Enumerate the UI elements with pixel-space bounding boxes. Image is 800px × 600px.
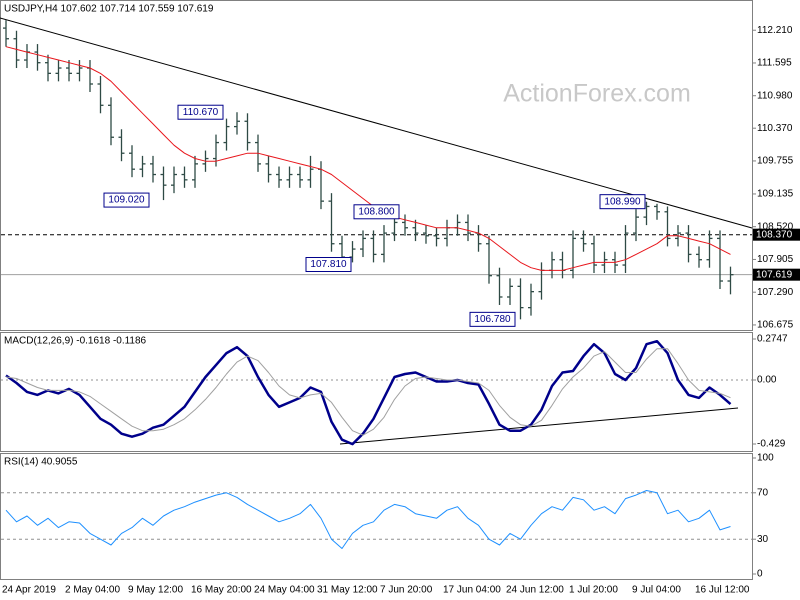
price-title: USDJPY,H4 107.602 107.714 107.559 107.61…	[4, 4, 214, 15]
y-tick-label: 108.520	[757, 221, 794, 232]
annotation-box	[353, 204, 400, 220]
moving-average	[5, 46, 731, 271]
annotation-box	[599, 194, 646, 210]
annotation-label: 106.780	[474, 314, 511, 325]
y-tick-label: 111.595	[757, 58, 792, 69]
macd-pane	[0, 332, 753, 452]
y-tick-label: 109.135	[757, 189, 794, 200]
annotation-label: 107.810	[310, 259, 347, 270]
price-pane	[0, 0, 753, 331]
x-tick-label: 24 May 04:00	[254, 585, 315, 596]
y-tick-label: 70	[757, 487, 769, 498]
annotation-label: 108.990	[604, 196, 641, 207]
annotation-box	[177, 104, 224, 120]
x-tick-label: 24 Jun 12:00	[506, 585, 564, 596]
y-tick-label: 106.675	[757, 320, 794, 331]
y-tick-label: 30	[757, 534, 769, 545]
x-tick-label: 2 May 04:00	[65, 585, 120, 596]
y-tick-label: 0.2747	[757, 334, 788, 345]
macd-trend-line	[339, 407, 739, 445]
annotation-label: 109.020	[108, 195, 145, 206]
x-tick-label: 16 May 20:00	[191, 585, 252, 596]
y-tick-label: 110.980	[757, 90, 793, 101]
y-tick-label: 107.905	[757, 254, 794, 265]
rsi-title: RSI(14) 40.9055	[4, 457, 78, 468]
x-tick-label: 24 Apr 2019	[2, 585, 56, 596]
y-tick-label: 109.755	[757, 156, 794, 167]
x-tick-label: 31 May 12:00	[317, 585, 378, 596]
indicator-line	[5, 490, 731, 549]
rsi-pane	[0, 453, 753, 580]
annotation-box	[469, 311, 516, 327]
level-label: 108.370	[756, 229, 793, 240]
y-tick-label: 0.00	[757, 375, 777, 386]
last-price-box	[753, 268, 800, 281]
y-tick-label: 100	[757, 453, 774, 464]
level-label-box	[753, 228, 800, 241]
annotation-label: 110.670	[183, 107, 219, 118]
x-tick-label: 9 May 12:00	[128, 585, 183, 596]
y-tick-label: 110.370	[757, 123, 793, 134]
y-tick-label: 0	[757, 569, 763, 580]
x-tick-label: 16 Jul 12:00	[695, 585, 750, 596]
x-tick-label: 7 Jun 20:00	[380, 585, 433, 596]
x-tick-label: 9 Jul 04:00	[632, 585, 681, 596]
watermark: ActionForex.com	[503, 80, 691, 108]
y-tick-label: 107.290	[757, 287, 794, 298]
trend-line	[0, 17, 753, 229]
y-tick-label: -0.429	[757, 439, 786, 450]
x-tick-label: 1 Jul 20:00	[569, 585, 618, 596]
annotation-label: 108.800	[358, 206, 395, 217]
x-tick-label: 17 Jun 04:00	[443, 585, 501, 596]
macd-title: MACD(12,26,9) -0.1618 -0.1186	[4, 336, 147, 347]
indicator-line	[5, 348, 731, 436]
annotation-box	[305, 257, 352, 273]
indicator-line	[5, 339, 732, 446]
last-price-label: 107.619	[756, 269, 793, 280]
annotation-box	[103, 192, 150, 208]
y-tick-label: 112.210	[757, 25, 793, 36]
